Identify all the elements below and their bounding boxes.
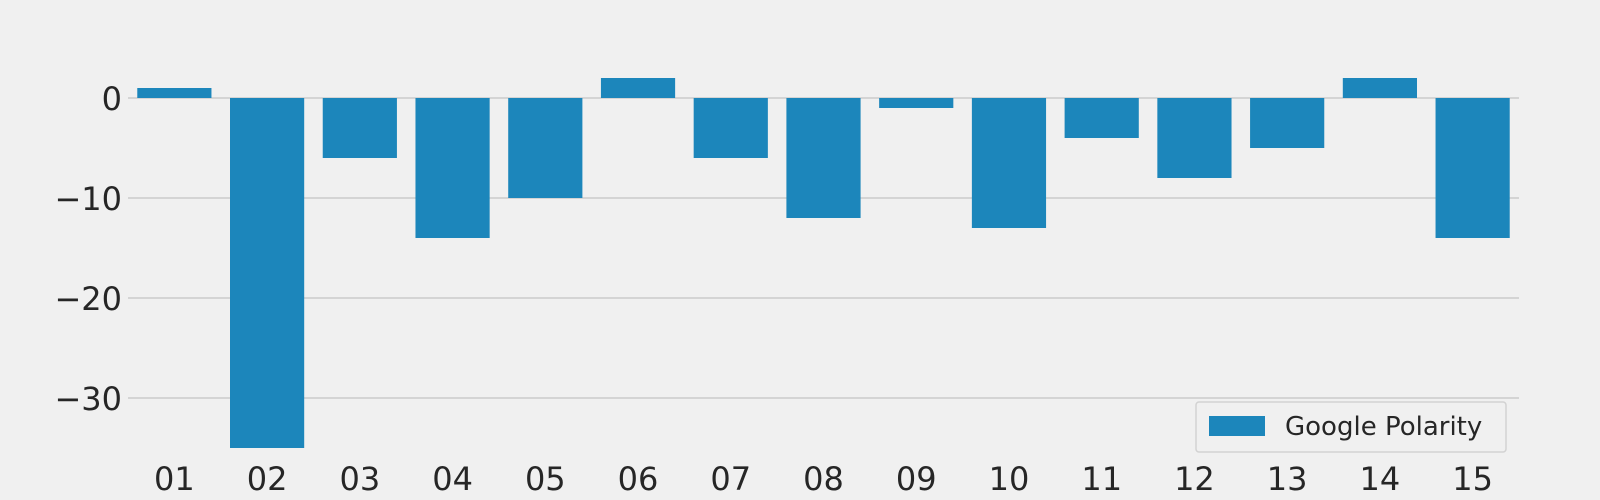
x-tick-label: 04 bbox=[432, 460, 473, 498]
y-tick-label: 0 bbox=[102, 80, 122, 118]
bar-13 bbox=[1250, 98, 1325, 148]
bar-06 bbox=[600, 78, 676, 98]
bar-11 bbox=[1064, 98, 1139, 138]
x-tick-label: 08 bbox=[803, 460, 844, 498]
x-tick-label: 07 bbox=[710, 460, 751, 498]
legend-swatch bbox=[1209, 416, 1265, 436]
x-tick-label: 13 bbox=[1267, 460, 1308, 498]
x-tick-label: 01 bbox=[154, 460, 195, 498]
bar-15 bbox=[1435, 98, 1510, 238]
bar-04 bbox=[415, 98, 490, 238]
x-tick-label: 09 bbox=[896, 460, 937, 498]
x-tick-label: 05 bbox=[525, 460, 566, 498]
bar-12 bbox=[1157, 98, 1232, 178]
y-axis-tick-labels: 0 −10 −20 −30 bbox=[54, 80, 122, 418]
bar-03 bbox=[322, 98, 397, 158]
bars bbox=[137, 78, 1510, 448]
x-tick-label: 03 bbox=[339, 460, 380, 498]
legend-frame bbox=[1195, 401, 1507, 453]
x-tick-label: 10 bbox=[989, 460, 1030, 498]
legend-label: Google Polarity bbox=[1285, 412, 1482, 442]
x-tick-label: 14 bbox=[1360, 460, 1401, 498]
bar-01 bbox=[137, 88, 212, 98]
legend: Google Polarity bbox=[1195, 401, 1507, 453]
x-tick-label: 02 bbox=[247, 460, 288, 498]
bar-09 bbox=[879, 98, 954, 108]
x-tick-label: 12 bbox=[1174, 460, 1215, 498]
x-axis-tick-labels: 01 02 03 04 05 06 07 08 09 10 11 12 13 14 15 bbox=[154, 460, 1493, 498]
y-tick-label: −20 bbox=[54, 280, 122, 318]
x-tick-label: 06 bbox=[618, 460, 659, 498]
y-tick-label: −30 bbox=[54, 380, 122, 418]
bar-02 bbox=[230, 98, 305, 448]
x-tick-label: 11 bbox=[1081, 460, 1122, 498]
y-tick-label: −10 bbox=[54, 180, 122, 218]
bar-10 bbox=[971, 98, 1047, 228]
bar-07 bbox=[693, 98, 768, 158]
bar-08 bbox=[786, 98, 861, 218]
bar-14 bbox=[1342, 78, 1417, 98]
x-tick-label: 15 bbox=[1452, 460, 1493, 498]
bar-05 bbox=[508, 98, 583, 198]
